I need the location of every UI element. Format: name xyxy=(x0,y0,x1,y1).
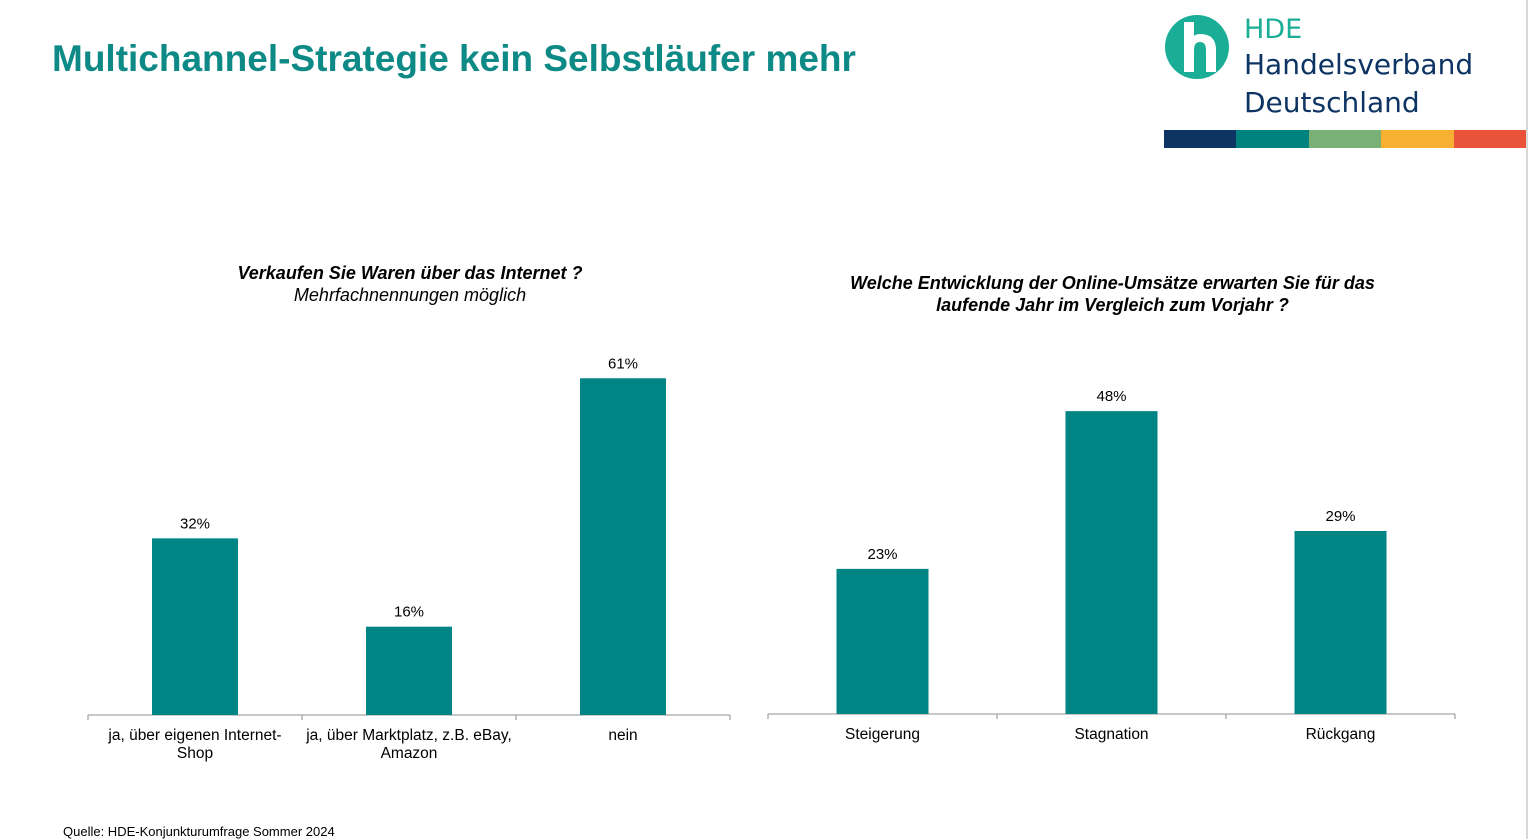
chart2-title-line: Welche Entwicklung der Online-Umsätze er… xyxy=(850,273,1375,293)
slide-edge xyxy=(1526,0,1528,839)
chart2-bar xyxy=(1065,411,1158,714)
chart1-category-label: ja, über eigenen Internet-Shop xyxy=(107,727,281,762)
brand-stripe xyxy=(1164,130,1237,148)
chart2-title-block: Welche Entwicklung der Online-Umsätze er… xyxy=(770,272,1455,316)
chart1-data-label: 32% xyxy=(180,515,210,532)
chart1-subtitle: Mehrfachnennungen möglich xyxy=(293,285,527,305)
chart1-category-label: nein xyxy=(608,727,637,744)
chart1-title-block: Verkaufen Sie Waren über das Internet ? … xyxy=(110,262,710,306)
chart2-bar xyxy=(1294,531,1387,714)
chart1-bar xyxy=(366,626,452,715)
chart1-category-label: ja, über Marktplatz, z.B. eBay, Amazon xyxy=(305,727,512,762)
chart2-title: Welche Entwicklung der Online-Umsätze er… xyxy=(770,272,1455,316)
chart2-data-label: 29% xyxy=(1325,508,1355,525)
chart2-category-label: Rückgang xyxy=(1306,726,1376,743)
logo-handelsverband: Handelsverband xyxy=(1244,48,1474,81)
chart1-data-label: 16% xyxy=(394,604,424,621)
brand-stripe xyxy=(1453,130,1526,148)
brand-stripe xyxy=(1308,130,1382,148)
source-note: Quelle: HDE-Konjunkturumfrage Sommer 202… xyxy=(63,824,335,839)
brand-stripe xyxy=(1381,130,1454,148)
brand-stripe xyxy=(1236,130,1309,148)
logo-hde: HDE xyxy=(1244,14,1303,45)
chart2-bar xyxy=(836,568,929,714)
logo-deutschland: Deutschland xyxy=(1244,86,1420,119)
chart2-data-label: 48% xyxy=(1096,388,1126,405)
chart1-title: Verkaufen Sie Waren über das Internet ? xyxy=(237,263,583,283)
chart2-category-label: Stagnation xyxy=(1074,726,1148,743)
page-title: Multichannel-Strategie kein Selbstläufer… xyxy=(52,38,856,79)
chart1-data-label: 61% xyxy=(608,355,638,372)
chart2-data-label: 23% xyxy=(867,546,897,563)
chart2-category-label: Steigerung xyxy=(845,726,920,743)
chart1-bar xyxy=(152,538,238,715)
brand-stripes xyxy=(1164,130,1526,148)
hde-logo-icon xyxy=(1165,15,1229,79)
chart1-bar xyxy=(580,378,666,715)
chart2-title-line: laufende Jahr im Vergleich zum Vorjahr ? xyxy=(936,295,1289,315)
